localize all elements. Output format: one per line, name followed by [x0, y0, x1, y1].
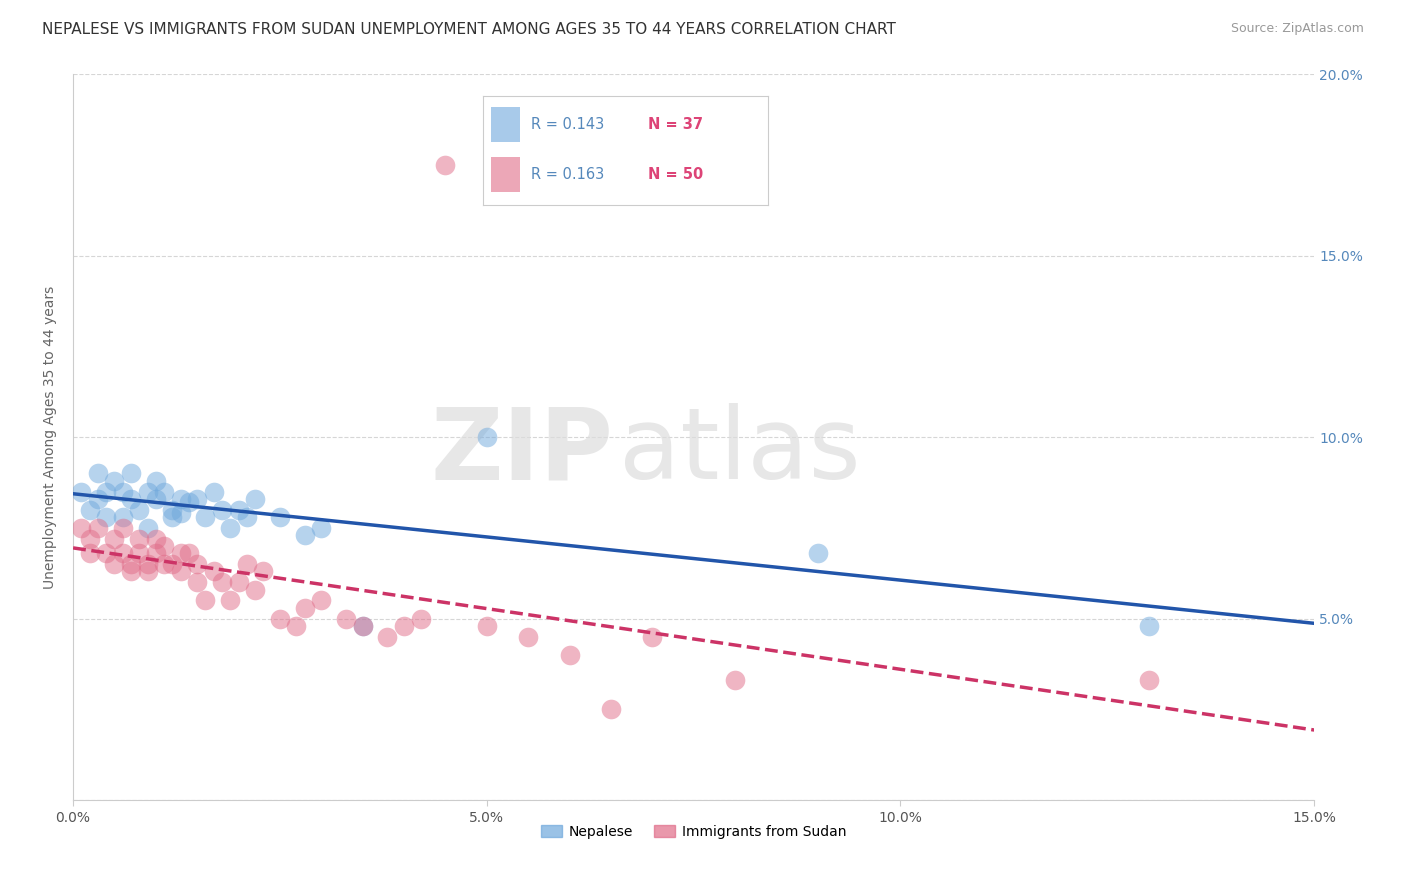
Point — [236, 557, 259, 571]
Point — [243, 491, 266, 506]
Point — [111, 510, 134, 524]
Point — [153, 557, 176, 571]
Point — [294, 528, 316, 542]
Text: NEPALESE VS IMMIGRANTS FROM SUDAN UNEMPLOYMENT AMONG AGES 35 TO 44 YEARS CORRELA: NEPALESE VS IMMIGRANTS FROM SUDAN UNEMPL… — [42, 22, 896, 37]
Point — [120, 491, 142, 506]
Point — [120, 565, 142, 579]
Point — [169, 491, 191, 506]
Point — [153, 484, 176, 499]
Point — [392, 619, 415, 633]
Point — [145, 491, 167, 506]
Point — [136, 484, 159, 499]
Point — [103, 557, 125, 571]
Point — [186, 575, 208, 590]
Point — [96, 546, 118, 560]
Point — [111, 521, 134, 535]
Point — [70, 484, 93, 499]
Text: atlas: atlas — [619, 403, 860, 500]
Point — [285, 619, 308, 633]
Point — [103, 474, 125, 488]
Point — [475, 430, 498, 444]
Point — [136, 521, 159, 535]
Point — [128, 546, 150, 560]
Point — [294, 600, 316, 615]
Point — [269, 612, 291, 626]
Point — [111, 484, 134, 499]
Text: Source: ZipAtlas.com: Source: ZipAtlas.com — [1230, 22, 1364, 36]
Point — [409, 612, 432, 626]
Point — [186, 491, 208, 506]
Point — [243, 582, 266, 597]
Point — [269, 510, 291, 524]
Point — [145, 474, 167, 488]
Point — [162, 502, 184, 516]
Point — [202, 565, 225, 579]
Point — [120, 467, 142, 481]
Point — [169, 546, 191, 560]
Point — [87, 521, 110, 535]
Point — [162, 510, 184, 524]
Point — [169, 507, 191, 521]
Point — [153, 539, 176, 553]
Point — [177, 495, 200, 509]
Point — [145, 532, 167, 546]
Point — [145, 546, 167, 560]
Point — [177, 546, 200, 560]
Point — [517, 630, 540, 644]
Point — [194, 510, 217, 524]
Point — [1137, 673, 1160, 688]
Point — [335, 612, 357, 626]
Point — [377, 630, 399, 644]
Text: ZIP: ZIP — [430, 403, 613, 500]
Point — [136, 557, 159, 571]
Point — [228, 575, 250, 590]
Point — [219, 521, 242, 535]
Point — [120, 557, 142, 571]
Point — [236, 510, 259, 524]
Point — [352, 619, 374, 633]
Point — [352, 619, 374, 633]
Point — [79, 502, 101, 516]
Point — [96, 484, 118, 499]
Point — [79, 532, 101, 546]
Point — [79, 546, 101, 560]
Point — [1137, 619, 1160, 633]
Point — [70, 521, 93, 535]
Legend: Nepalese, Immigrants from Sudan: Nepalese, Immigrants from Sudan — [536, 819, 852, 844]
Point — [252, 565, 274, 579]
Point — [228, 502, 250, 516]
Y-axis label: Unemployment Among Ages 35 to 44 years: Unemployment Among Ages 35 to 44 years — [44, 285, 58, 589]
Point — [599, 702, 621, 716]
Point — [128, 532, 150, 546]
Point — [96, 510, 118, 524]
Point — [641, 630, 664, 644]
Point — [558, 648, 581, 662]
Point — [128, 502, 150, 516]
Point — [136, 565, 159, 579]
Point — [169, 565, 191, 579]
Point — [211, 575, 233, 590]
Point — [724, 673, 747, 688]
Point — [194, 593, 217, 607]
Point — [162, 557, 184, 571]
Point — [475, 619, 498, 633]
Point — [807, 546, 830, 560]
Point — [87, 491, 110, 506]
Point — [311, 521, 333, 535]
Point — [311, 593, 333, 607]
Point — [103, 532, 125, 546]
Point — [186, 557, 208, 571]
Point — [434, 158, 457, 172]
Point — [87, 467, 110, 481]
Point — [202, 484, 225, 499]
Point — [111, 546, 134, 560]
Point — [211, 502, 233, 516]
Point — [219, 593, 242, 607]
